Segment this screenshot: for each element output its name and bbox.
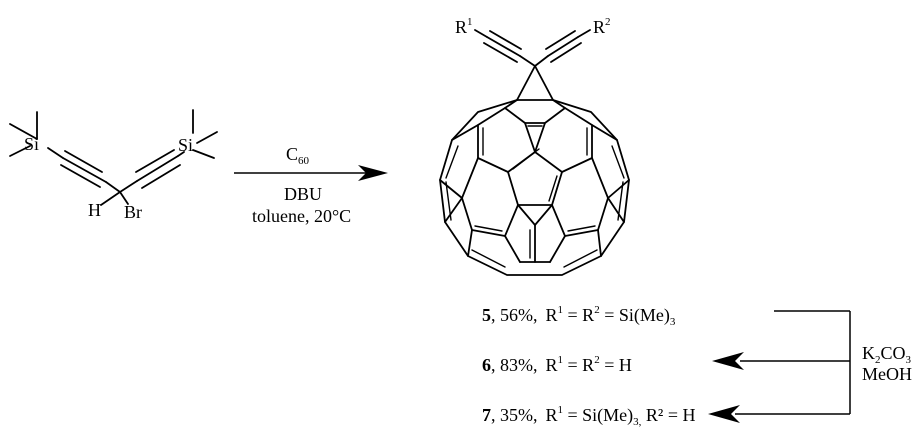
compound-list: 5, 56%, R1 = R2 = Si(Me)3 6, 83%, R1 = R2 …: [482, 304, 695, 428]
compound-6: 6, 83%, R1 = R2 = H: [482, 354, 632, 375]
condition-solvent-temp: toluene, 20°C: [252, 206, 351, 226]
deprotection-solvent: MeOH: [862, 364, 912, 384]
h-label: H: [88, 200, 101, 220]
condition-base: DBU: [284, 184, 322, 204]
reaction-arrow: [234, 165, 388, 181]
reagent-c60: C60: [286, 144, 310, 167]
compound-7: 7, 35%, R1 = Si(Me)3, R² = H: [482, 404, 695, 428]
r1-label: R1: [455, 16, 473, 37]
product-fullerene: R1 R2: [439, 16, 630, 276]
deprotection-base: K2CO3: [862, 343, 912, 366]
si-left-label: Si: [24, 134, 39, 154]
si-right-label: Si: [178, 135, 193, 155]
compound-5: 5, 56%, R1 = R2 = Si(Me)3: [482, 304, 676, 328]
r2-label: R2: [593, 16, 611, 37]
br-label: Br: [124, 202, 142, 222]
deprotection-arrows: [708, 310, 851, 423]
starting-material: Si H Br Si: [9, 109, 218, 222]
